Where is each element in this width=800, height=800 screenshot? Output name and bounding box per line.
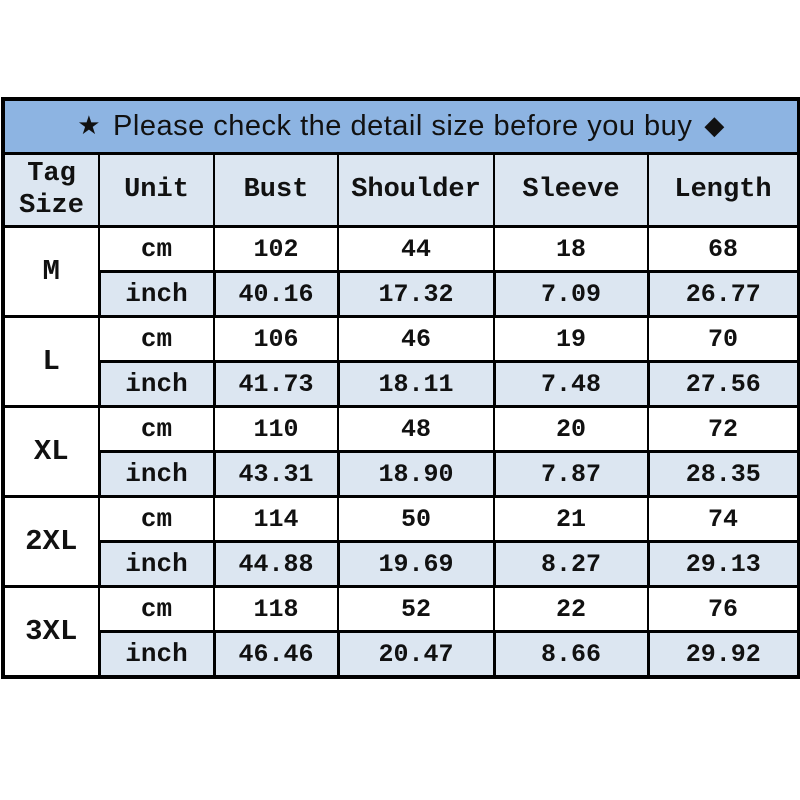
data-cell: 29.92: [646, 630, 800, 679]
unit-label-inch: inch: [97, 360, 216, 408]
data-cell: 43.31: [212, 450, 340, 498]
data-cell: 68: [646, 225, 800, 273]
banner-row: ★ Please check the detail size before you…: [1, 97, 800, 155]
data-cell: 22: [493, 585, 649, 633]
data-cell: 17.32: [336, 270, 496, 318]
unit-label-cm: cm: [98, 585, 215, 633]
col-header-tag-size: Tag Size: [2, 152, 100, 228]
size-label-3xl: 3XL: [2, 585, 100, 679]
data-cell: 19: [493, 315, 649, 363]
col-header-length: Length: [646, 152, 800, 228]
data-cell: 8.27: [492, 540, 650, 588]
data-cell: 114: [213, 495, 339, 543]
diamond-icon: ◆: [704, 110, 725, 140]
table-row-xl-inch: inch 43.31 18.90 7.87 28.35: [3, 450, 800, 498]
size-label-xl: XL: [2, 405, 100, 498]
data-cell: 7.87: [492, 450, 650, 498]
table-row-2xl-inch: inch 44.88 19.69 8.27 29.13: [3, 540, 800, 588]
unit-label-inch: inch: [97, 540, 216, 588]
data-cell: 28.35: [646, 450, 800, 498]
data-cell: 40.16: [212, 270, 340, 318]
col-header-shoulder: Shoulder: [337, 152, 495, 228]
data-cell: 27.56: [646, 360, 800, 408]
header-row: Tag Size Unit Bust Shoulder Sleeve Lengt…: [2, 152, 800, 228]
data-cell: 19.69: [336, 540, 496, 588]
data-cell: 52: [337, 585, 495, 633]
data-cell: 8.66: [492, 630, 650, 679]
data-cell: 44.88: [212, 540, 340, 588]
data-cell: 72: [646, 405, 800, 453]
size-chart-table: ★ Please check the detail size before you…: [1, 97, 800, 679]
data-cell: 18.90: [336, 450, 496, 498]
banner: ★ Please check the detail size before you…: [1, 97, 800, 155]
table-row-l-cm: L cm 106 46 19 70: [2, 315, 800, 408]
data-cell: 74: [646, 495, 800, 543]
data-cell: 26.77: [646, 270, 800, 318]
table-row-m-inch: inch 40.16 17.32 7.09 26.77: [3, 270, 800, 318]
col-header-sleeve: Sleeve: [493, 152, 649, 228]
table-row-m-cm: M cm 102 44 18 68: [2, 225, 800, 318]
data-cell: 46: [337, 315, 495, 363]
data-cell: 76: [646, 585, 800, 633]
size-label-2xl: 2XL: [2, 495, 100, 588]
banner-text: Please check the detail size before you …: [113, 110, 693, 142]
data-cell: 106: [213, 315, 339, 363]
data-cell: 18: [493, 225, 649, 273]
col-header-bust: Bust: [213, 152, 339, 228]
unit-label-cm: cm: [98, 495, 215, 543]
unit-label-cm: cm: [98, 315, 215, 363]
size-label-m: M: [2, 225, 100, 318]
data-cell: 70: [646, 315, 800, 363]
unit-label-cm: cm: [98, 225, 215, 273]
data-cell: 7.09: [492, 270, 650, 318]
table-row-3xl-inch: inch 46.46 20.47 8.66 29.92: [3, 630, 800, 679]
data-cell: 46.46: [212, 630, 340, 679]
data-cell: 44: [337, 225, 495, 273]
data-cell: 102: [213, 225, 339, 273]
data-cell: 48: [337, 405, 495, 453]
data-cell: 29.13: [646, 540, 800, 588]
unit-label-inch: inch: [97, 450, 216, 498]
table-row-xl-cm: XL cm 110 48 20 72: [2, 405, 800, 498]
data-cell: 20: [493, 405, 649, 453]
data-cell: 7.48: [492, 360, 650, 408]
size-label-l: L: [2, 315, 100, 408]
table-row-3xl-cm: 3XL cm 118 52 22 76: [2, 585, 800, 679]
data-cell: 50: [337, 495, 495, 543]
unit-label-cm: cm: [98, 405, 215, 453]
data-cell: 110: [213, 405, 339, 453]
table-row-l-inch: inch 41.73 18.11 7.48 27.56: [3, 360, 800, 408]
data-cell: 20.47: [336, 630, 496, 679]
table-row-2xl-cm: 2XL cm 114 50 21 74: [2, 495, 800, 588]
star-icon: ★: [77, 110, 102, 140]
unit-label-inch: inch: [97, 630, 216, 679]
data-cell: 18.11: [336, 360, 496, 408]
data-cell: 41.73: [212, 360, 340, 408]
col-header-unit: Unit: [98, 152, 215, 228]
unit-label-inch: inch: [97, 270, 216, 318]
data-cell: 118: [213, 585, 339, 633]
data-cell: 21: [493, 495, 649, 543]
